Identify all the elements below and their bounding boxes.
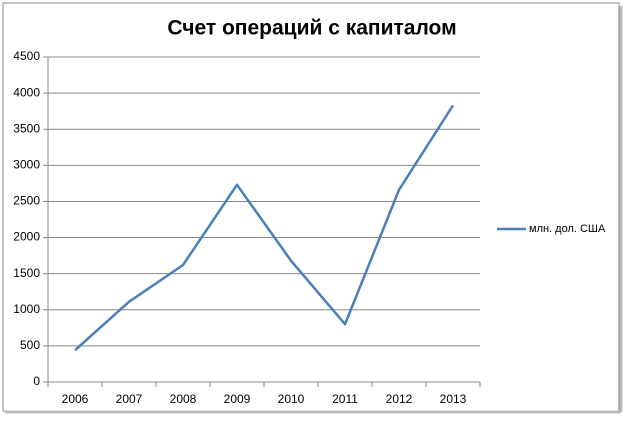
legend-label: млн. дол. США [529,223,606,235]
y-tick-label: 2000 [13,230,40,244]
y-tick-label: 4000 [13,85,40,99]
line-series [74,104,455,352]
y-tick-label: 2500 [13,194,40,208]
x-tick-label: 2008 [170,392,197,406]
y-tick-label: 4500 [13,49,40,63]
y-tick-label: 3000 [13,158,40,172]
chart-title: Счет операций с капиталом [167,17,456,40]
x-tick-label: 2011 [332,392,358,406]
x-tick-label: 2013 [440,392,467,406]
y-tick-label: 0 [33,374,40,388]
x-tick-label: 2007 [116,392,143,406]
x-tick-label: 2006 [62,392,89,406]
x-tick-label: 2010 [278,392,305,406]
x-tick-label: 2012 [386,392,413,406]
y-tick-label: 1000 [13,302,40,316]
chart-frame [2,2,620,412]
y-tick-label: 500 [20,338,40,352]
y-tick-label: 1500 [13,266,40,280]
y-tick-label: 3500 [13,121,40,135]
x-tick-label: 2009 [224,392,251,406]
